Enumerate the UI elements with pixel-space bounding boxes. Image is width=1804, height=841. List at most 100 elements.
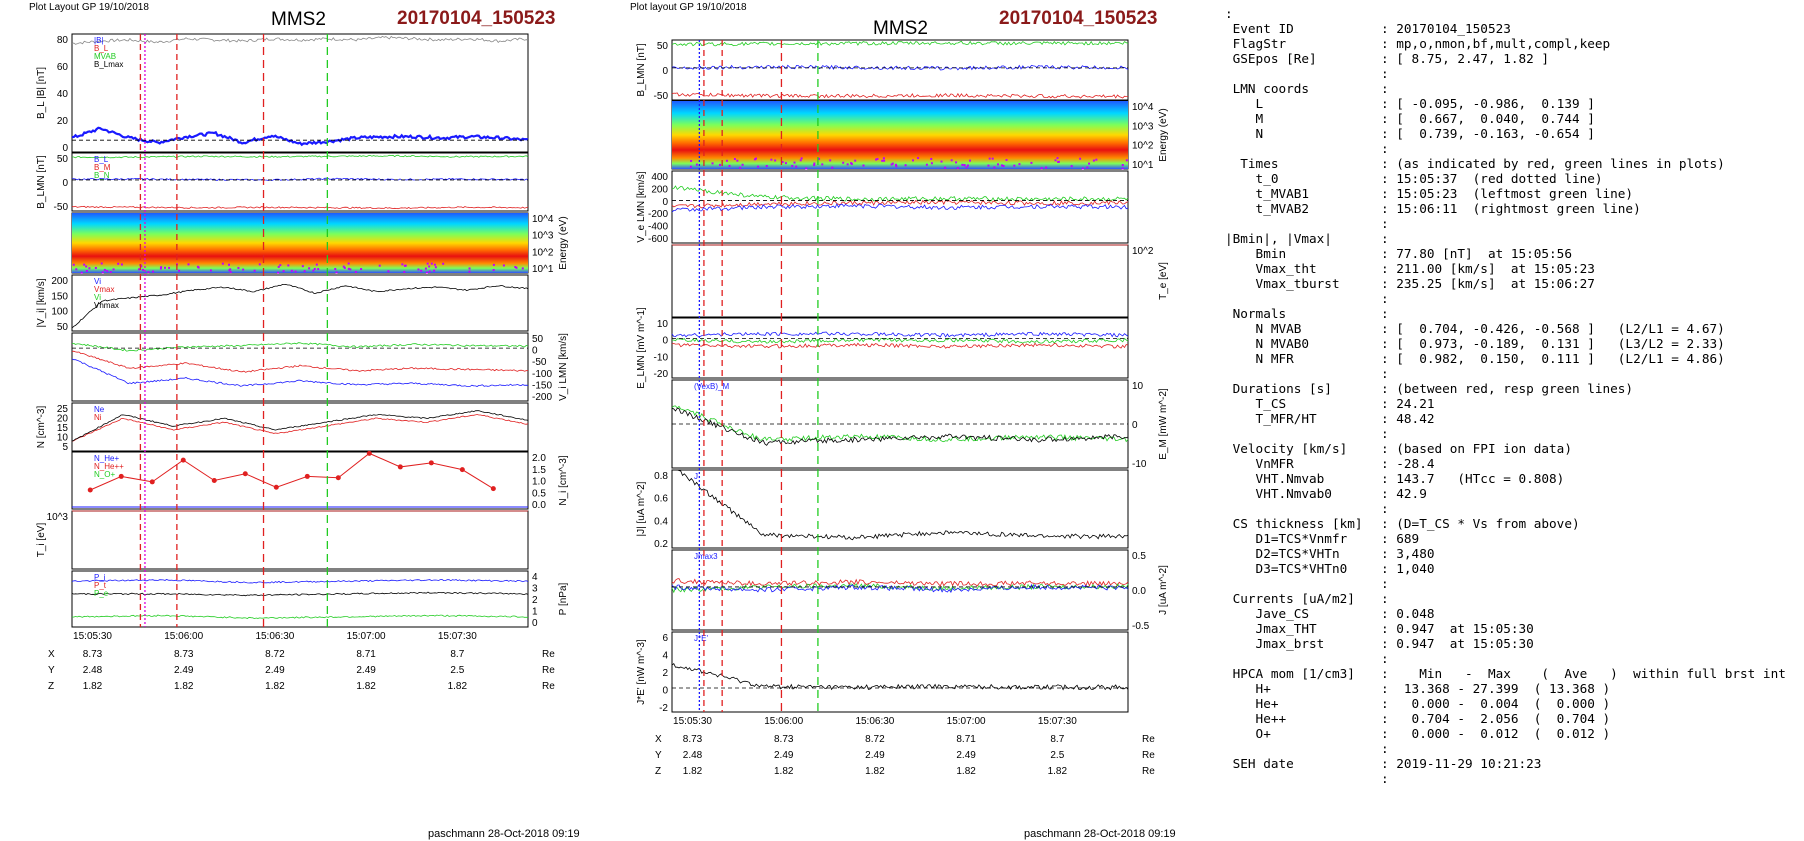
spectrogram-speckle xyxy=(695,163,698,166)
summary-label: Normals xyxy=(1225,306,1287,321)
summary-value: : 211.00 [km/s] at 15:05:23 xyxy=(1381,261,1595,276)
spectrogram-speckle xyxy=(791,164,794,167)
spectrogram-speckle xyxy=(168,266,171,269)
summary-row: : xyxy=(1225,501,1800,516)
spectrogram-speckle xyxy=(862,164,865,167)
y-tick-label: -200 xyxy=(648,209,668,220)
summary-row: t_MVAB2: 15:06:11 (rightmost green line) xyxy=(1225,201,1800,216)
y-tick-label: 0 xyxy=(662,66,668,77)
summary-value: : 0.000 - 0.012 ( 0.012 ) xyxy=(1381,726,1611,741)
summary-row: HPCA mom [1/cm3]: Min - Max ( Ave ) with… xyxy=(1225,666,1800,681)
series-line-pi xyxy=(71,614,528,620)
spectrogram-speckle xyxy=(434,266,437,269)
spectrogram-speckle xyxy=(100,262,103,265)
series-line-vn xyxy=(71,358,529,387)
spectrogram-speckle xyxy=(147,271,150,274)
spectrogram-speckle xyxy=(424,267,427,270)
summary-label: CS thickness [km] xyxy=(1225,516,1363,531)
legend-entry: N_He++ xyxy=(94,462,124,471)
y-axis-label: V_e LMN [km/s] xyxy=(636,171,647,242)
y-tick-label: 20 xyxy=(57,414,69,425)
spectrogram-speckle xyxy=(514,266,517,269)
series-line-ni xyxy=(71,410,529,442)
spectrogram-speckle xyxy=(387,270,390,273)
y-tick-label: 50 xyxy=(57,154,69,165)
series-line-el xyxy=(671,331,1129,338)
pos-row-label: X xyxy=(48,649,55,660)
y-tick-label: -0.5 xyxy=(1132,621,1150,632)
left-spacecraft-title: MMS2 xyxy=(271,9,326,30)
y-tick-label: 15 xyxy=(57,423,69,434)
right-stack-plot: 50 0 -50 B_LMN [nT] 10^4 10^3 10^2 10^1 Energy (… xyxy=(636,39,1169,777)
y-tick-label: 0.2 xyxy=(654,539,668,550)
spectrogram-speckle xyxy=(891,162,894,165)
y-tick-label: 50 xyxy=(532,334,544,345)
summary-row: L: [ -0.095, -0.986, 0.139 ] xyxy=(1225,96,1800,111)
y-axis-label: E_M [mW m^-2] xyxy=(1158,388,1169,460)
y-tick-label: 80 xyxy=(57,35,69,46)
legend-entry: B_N xyxy=(94,171,110,180)
spectrogram-speckle xyxy=(904,164,907,167)
series-line-bn xyxy=(71,205,529,210)
summary-label: T_CS xyxy=(1225,396,1287,411)
summary-label: O+ xyxy=(1225,726,1271,741)
y-tick-label: 0.4 xyxy=(654,516,668,527)
summary-row: t_MVAB1: 15:05:23 (leftmost green line) xyxy=(1225,186,1800,201)
summary-value: : [ 0.704, -0.426, -0.568 ] (L2/L1 = 4.6… xyxy=(1381,321,1725,336)
y-tick-label: 2.0 xyxy=(532,453,546,464)
spectrogram-speckle xyxy=(1002,165,1005,168)
panel-frame-0 xyxy=(671,39,1129,101)
summary-value: : mp,o,nmon,bf,mult,compl,keep xyxy=(1381,36,1611,51)
summary-row: GSEpos [Re]: [ 8.75, 2.47, 1.82 ] xyxy=(1225,51,1800,66)
spectrogram-speckle xyxy=(85,265,88,268)
series-line-pb xyxy=(71,579,529,584)
summary-value: : 2019-11-29 10:21:23 xyxy=(1381,756,1542,771)
summary-value: : 0.947 at 15:05:30 xyxy=(1381,621,1534,636)
spectrogram-speckle xyxy=(403,270,406,273)
spectrogram-speckle xyxy=(72,263,75,266)
spectrogram-speckle xyxy=(795,165,798,168)
y-tick-label: 6 xyxy=(662,633,668,644)
legend-entry: Vi xyxy=(94,277,101,286)
right-figure: Plot layout GP 19/10/2018 MMS2 20170104_… xyxy=(620,0,1220,841)
spectrogram-speckle xyxy=(1092,159,1095,162)
pos-row-value: 2.49 xyxy=(774,750,794,761)
summary-value: : [ 0.973, -0.189, 0.131 ] (L3/L2 = 2.33… xyxy=(1381,336,1725,351)
spectrogram-speckle xyxy=(1005,158,1008,161)
panel-frame-4 xyxy=(671,317,1129,379)
y-tick-label: -150 xyxy=(532,380,552,391)
summary-label: Jave_CS xyxy=(1225,606,1310,621)
spectrogram-speckle xyxy=(875,158,878,161)
spectrogram-speckle xyxy=(417,268,420,271)
spectrogram-speckle xyxy=(876,157,879,160)
series-line-en xyxy=(671,342,1129,349)
pos-row-value: 1.82 xyxy=(83,681,103,692)
summary-row: Event ID: 20170104_150523 xyxy=(1225,21,1800,36)
time-tick-label: 15:07:30 xyxy=(438,631,477,642)
summary-value: : xyxy=(1381,81,1389,96)
summary-row: N: [ 0.739, -0.163, -0.654 ] xyxy=(1225,126,1800,141)
legend-entry: N_O+ xyxy=(94,470,115,479)
spectrogram-speckle xyxy=(895,165,898,168)
summary-value: : 235.25 [km/s] at 15:06:27 xyxy=(1381,276,1595,291)
y-tick-label: 10 xyxy=(1132,381,1144,392)
y-tick-label: 10 xyxy=(57,433,69,444)
series-line-bl xyxy=(71,154,529,159)
summary-value: : 143.7 (HTcc = 0.808) xyxy=(1381,471,1565,486)
spectrogram-speckle xyxy=(221,262,224,265)
y-tick-label: 150 xyxy=(51,291,68,302)
spectrogram-speckle xyxy=(354,271,357,274)
y-tick-label: 2 xyxy=(662,668,668,679)
right-footer: paschmann 28-Oct-2018 09:19 xyxy=(1024,828,1176,840)
time-tick-label: 15:07:30 xyxy=(1038,716,1077,727)
summary-label: He+ xyxy=(1225,696,1279,711)
spectrogram-speckle xyxy=(303,270,306,273)
series-line-bl xyxy=(671,40,1129,47)
summary-label: N xyxy=(1225,126,1264,141)
spectrogram-speckle xyxy=(515,266,518,269)
summary-row: VHT.Nmvab: 143.7 (HTcc = 0.808) xyxy=(1225,471,1800,486)
legend-entry: B_L xyxy=(94,155,109,164)
right-event-title: 20170104_150523 xyxy=(999,8,1158,29)
pos-row-value: 2.48 xyxy=(683,750,703,761)
spectrogram-speckle xyxy=(120,263,123,266)
